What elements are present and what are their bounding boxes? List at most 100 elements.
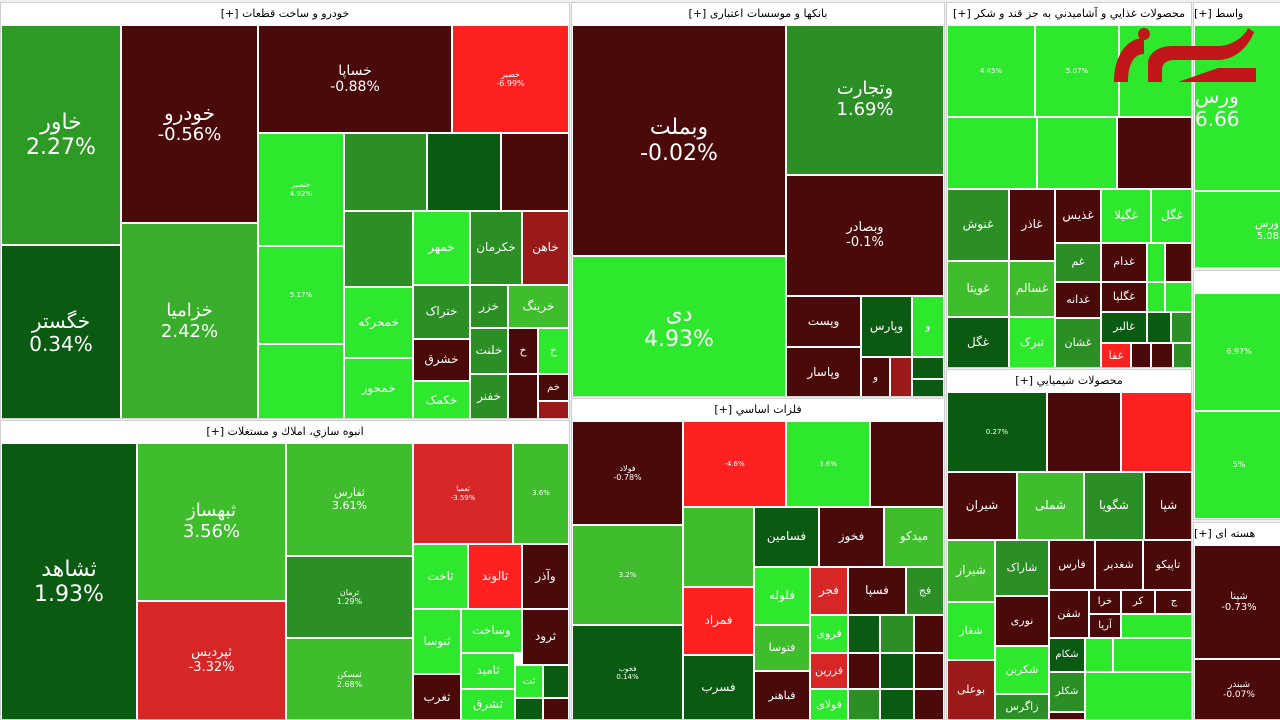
stock-tile[interactable]: [1037, 117, 1117, 189]
stock-tile[interactable]: [543, 665, 569, 698]
stock-tile[interactable]: [890, 357, 912, 396]
stock-tile[interactable]: [543, 698, 569, 719]
stock-tile[interactable]: دی 4.93%: [572, 256, 786, 396]
stock-tile[interactable]: 3.6%: [513, 443, 569, 544]
stock-tile[interactable]: خساپا -0.88%: [258, 25, 452, 133]
stock-tile[interactable]: وتجارت 1.69%: [786, 25, 944, 175]
stock-tile[interactable]: [1121, 614, 1191, 638]
stock-tile[interactable]: ثنوسا: [413, 609, 461, 674]
stock-tile[interactable]: خلنت: [470, 328, 508, 374]
stock-tile[interactable]: 3.6%: [786, 421, 870, 507]
stock-tile[interactable]: فسپا: [848, 567, 906, 615]
stock-tile[interactable]: شبندر -0.07%: [1194, 659, 1280, 719]
stock-tile[interactable]: ثعمیا -3.59%: [413, 443, 513, 544]
stock-tile[interactable]: [1085, 638, 1113, 672]
stock-tile[interactable]: [912, 357, 944, 379]
stock-tile[interactable]: غگل: [1151, 189, 1191, 243]
stock-tile[interactable]: [848, 653, 880, 689]
stock-tile[interactable]: [508, 374, 538, 418]
stock-tile[interactable]: [344, 211, 413, 287]
stock-tile[interactable]: نوری: [995, 596, 1049, 646]
stock-tile[interactable]: [1173, 343, 1191, 367]
stock-tile[interactable]: وپست: [786, 296, 861, 347]
stock-tile[interactable]: [848, 689, 880, 719]
sector-title[interactable]: محصولات شيميايي [+]: [947, 370, 1191, 392]
stock-tile[interactable]: وآذر: [522, 544, 569, 609]
stock-tile[interactable]: [258, 344, 344, 418]
stock-tile[interactable]: خمحرکه: [344, 287, 413, 358]
stock-tile[interactable]: شپا: [1144, 472, 1191, 540]
stock-tile[interactable]: غگل: [947, 317, 1009, 367]
stock-tile[interactable]: غدام: [1101, 243, 1147, 282]
stock-tile[interactable]: [1047, 392, 1121, 472]
stock-tile[interactable]: فج: [906, 567, 944, 615]
stock-tile[interactable]: خنصیر 4.92%: [258, 133, 344, 246]
stock-tile[interactable]: فتوسا: [754, 625, 810, 671]
stock-tile[interactable]: 5%: [1194, 411, 1280, 519]
stock-tile[interactable]: [1049, 712, 1085, 719]
stock-tile[interactable]: شکربن: [995, 646, 1049, 694]
stock-tile[interactable]: ثامید: [461, 653, 515, 689]
stock-tile[interactable]: خگستر 0.34%: [1, 245, 121, 418]
stock-tile[interactable]: وپاسار: [786, 347, 861, 396]
stock-tile[interactable]: خفنر: [470, 374, 508, 418]
stock-tile[interactable]: 0.27%: [947, 392, 1047, 472]
stock-tile[interactable]: [1147, 282, 1165, 312]
stock-tile[interactable]: ثرود: [522, 609, 569, 665]
stock-tile[interactable]: [1131, 343, 1151, 367]
stock-tile[interactable]: خمحور: [344, 358, 413, 418]
stock-tile[interactable]: و: [912, 296, 944, 357]
stock-tile[interactable]: [880, 653, 914, 689]
stock-tile[interactable]: [848, 615, 880, 653]
stock-tile[interactable]: ثبهساز 3.56%: [137, 443, 286, 601]
stock-tile[interactable]: فخوز: [819, 507, 884, 567]
stock-tile[interactable]: شکام: [1049, 638, 1085, 672]
stock-tile[interactable]: فلوله: [754, 567, 810, 625]
stock-tile[interactable]: 6.97%: [1194, 293, 1280, 411]
stock-tile[interactable]: 4.45%: [947, 25, 1035, 117]
stock-tile[interactable]: ختراک: [413, 285, 470, 339]
stock-tile[interactable]: فجر: [810, 567, 848, 615]
stock-tile[interactable]: ثالوند: [468, 544, 522, 609]
stock-tile[interactable]: شغدیر: [1095, 540, 1143, 590]
stock-tile[interactable]: [1085, 672, 1191, 719]
stock-tile[interactable]: [1117, 117, 1191, 189]
stock-tile[interactable]: خزامیا 2.42%: [121, 223, 258, 418]
sector-title[interactable]: فلزات اساسي [+]: [572, 399, 944, 421]
stock-tile[interactable]: [912, 379, 944, 396]
sector-title[interactable]: واسط [+]: [1194, 3, 1280, 25]
stock-tile[interactable]: [870, 421, 944, 507]
stock-tile[interactable]: ورس 5.08: [1194, 191, 1280, 267]
stock-tile[interactable]: خشرق: [413, 339, 470, 381]
stock-tile[interactable]: شیران: [947, 472, 1017, 540]
stock-tile[interactable]: ثمسکن 2.68%: [286, 638, 413, 719]
stock-tile[interactable]: خصیر -6.99%: [452, 25, 569, 133]
stock-tile[interactable]: [427, 133, 501, 211]
stock-tile[interactable]: [538, 401, 569, 418]
stock-tile[interactable]: ثشرق: [461, 689, 515, 719]
stock-tile[interactable]: فارس: [1049, 540, 1095, 590]
stock-tile[interactable]: خ: [508, 328, 538, 374]
stock-tile[interactable]: [947, 117, 1037, 189]
stock-tile[interactable]: شپنا -0.73%: [1194, 545, 1280, 659]
stock-tile[interactable]: و: [861, 357, 890, 396]
stock-tile[interactable]: [1165, 282, 1191, 312]
stock-tile[interactable]: شملی: [1017, 472, 1084, 540]
stock-tile[interactable]: ثفارس 3.61%: [286, 443, 413, 556]
sector-title[interactable]: بانکها و موسسات اعتباری [+]: [572, 3, 944, 25]
stock-tile[interactable]: [1147, 312, 1171, 343]
stock-tile[interactable]: کر: [1121, 590, 1155, 614]
stock-tile[interactable]: [1171, 312, 1191, 343]
stock-tile[interactable]: ثت: [515, 665, 543, 698]
stock-tile[interactable]: وساخت: [461, 609, 522, 653]
stock-tile[interactable]: [515, 698, 543, 719]
stock-tile[interactable]: فولاد -0.78%: [572, 421, 683, 525]
stock-tile[interactable]: [1147, 243, 1165, 282]
stock-tile[interactable]: [880, 615, 914, 653]
stock-tile[interactable]: وبملت -0.02%: [572, 25, 786, 256]
stock-tile[interactable]: میدکو: [884, 507, 944, 567]
stock-tile[interactable]: [1113, 638, 1191, 672]
stock-tile[interactable]: غشان: [1055, 318, 1101, 367]
sector-title[interactable]: محصولات غذايي و آشاميدني به جز قند و شكر…: [947, 3, 1191, 25]
sector-title[interactable]: انبوه سازي، املاك و مستغلات [+]: [1, 421, 569, 443]
